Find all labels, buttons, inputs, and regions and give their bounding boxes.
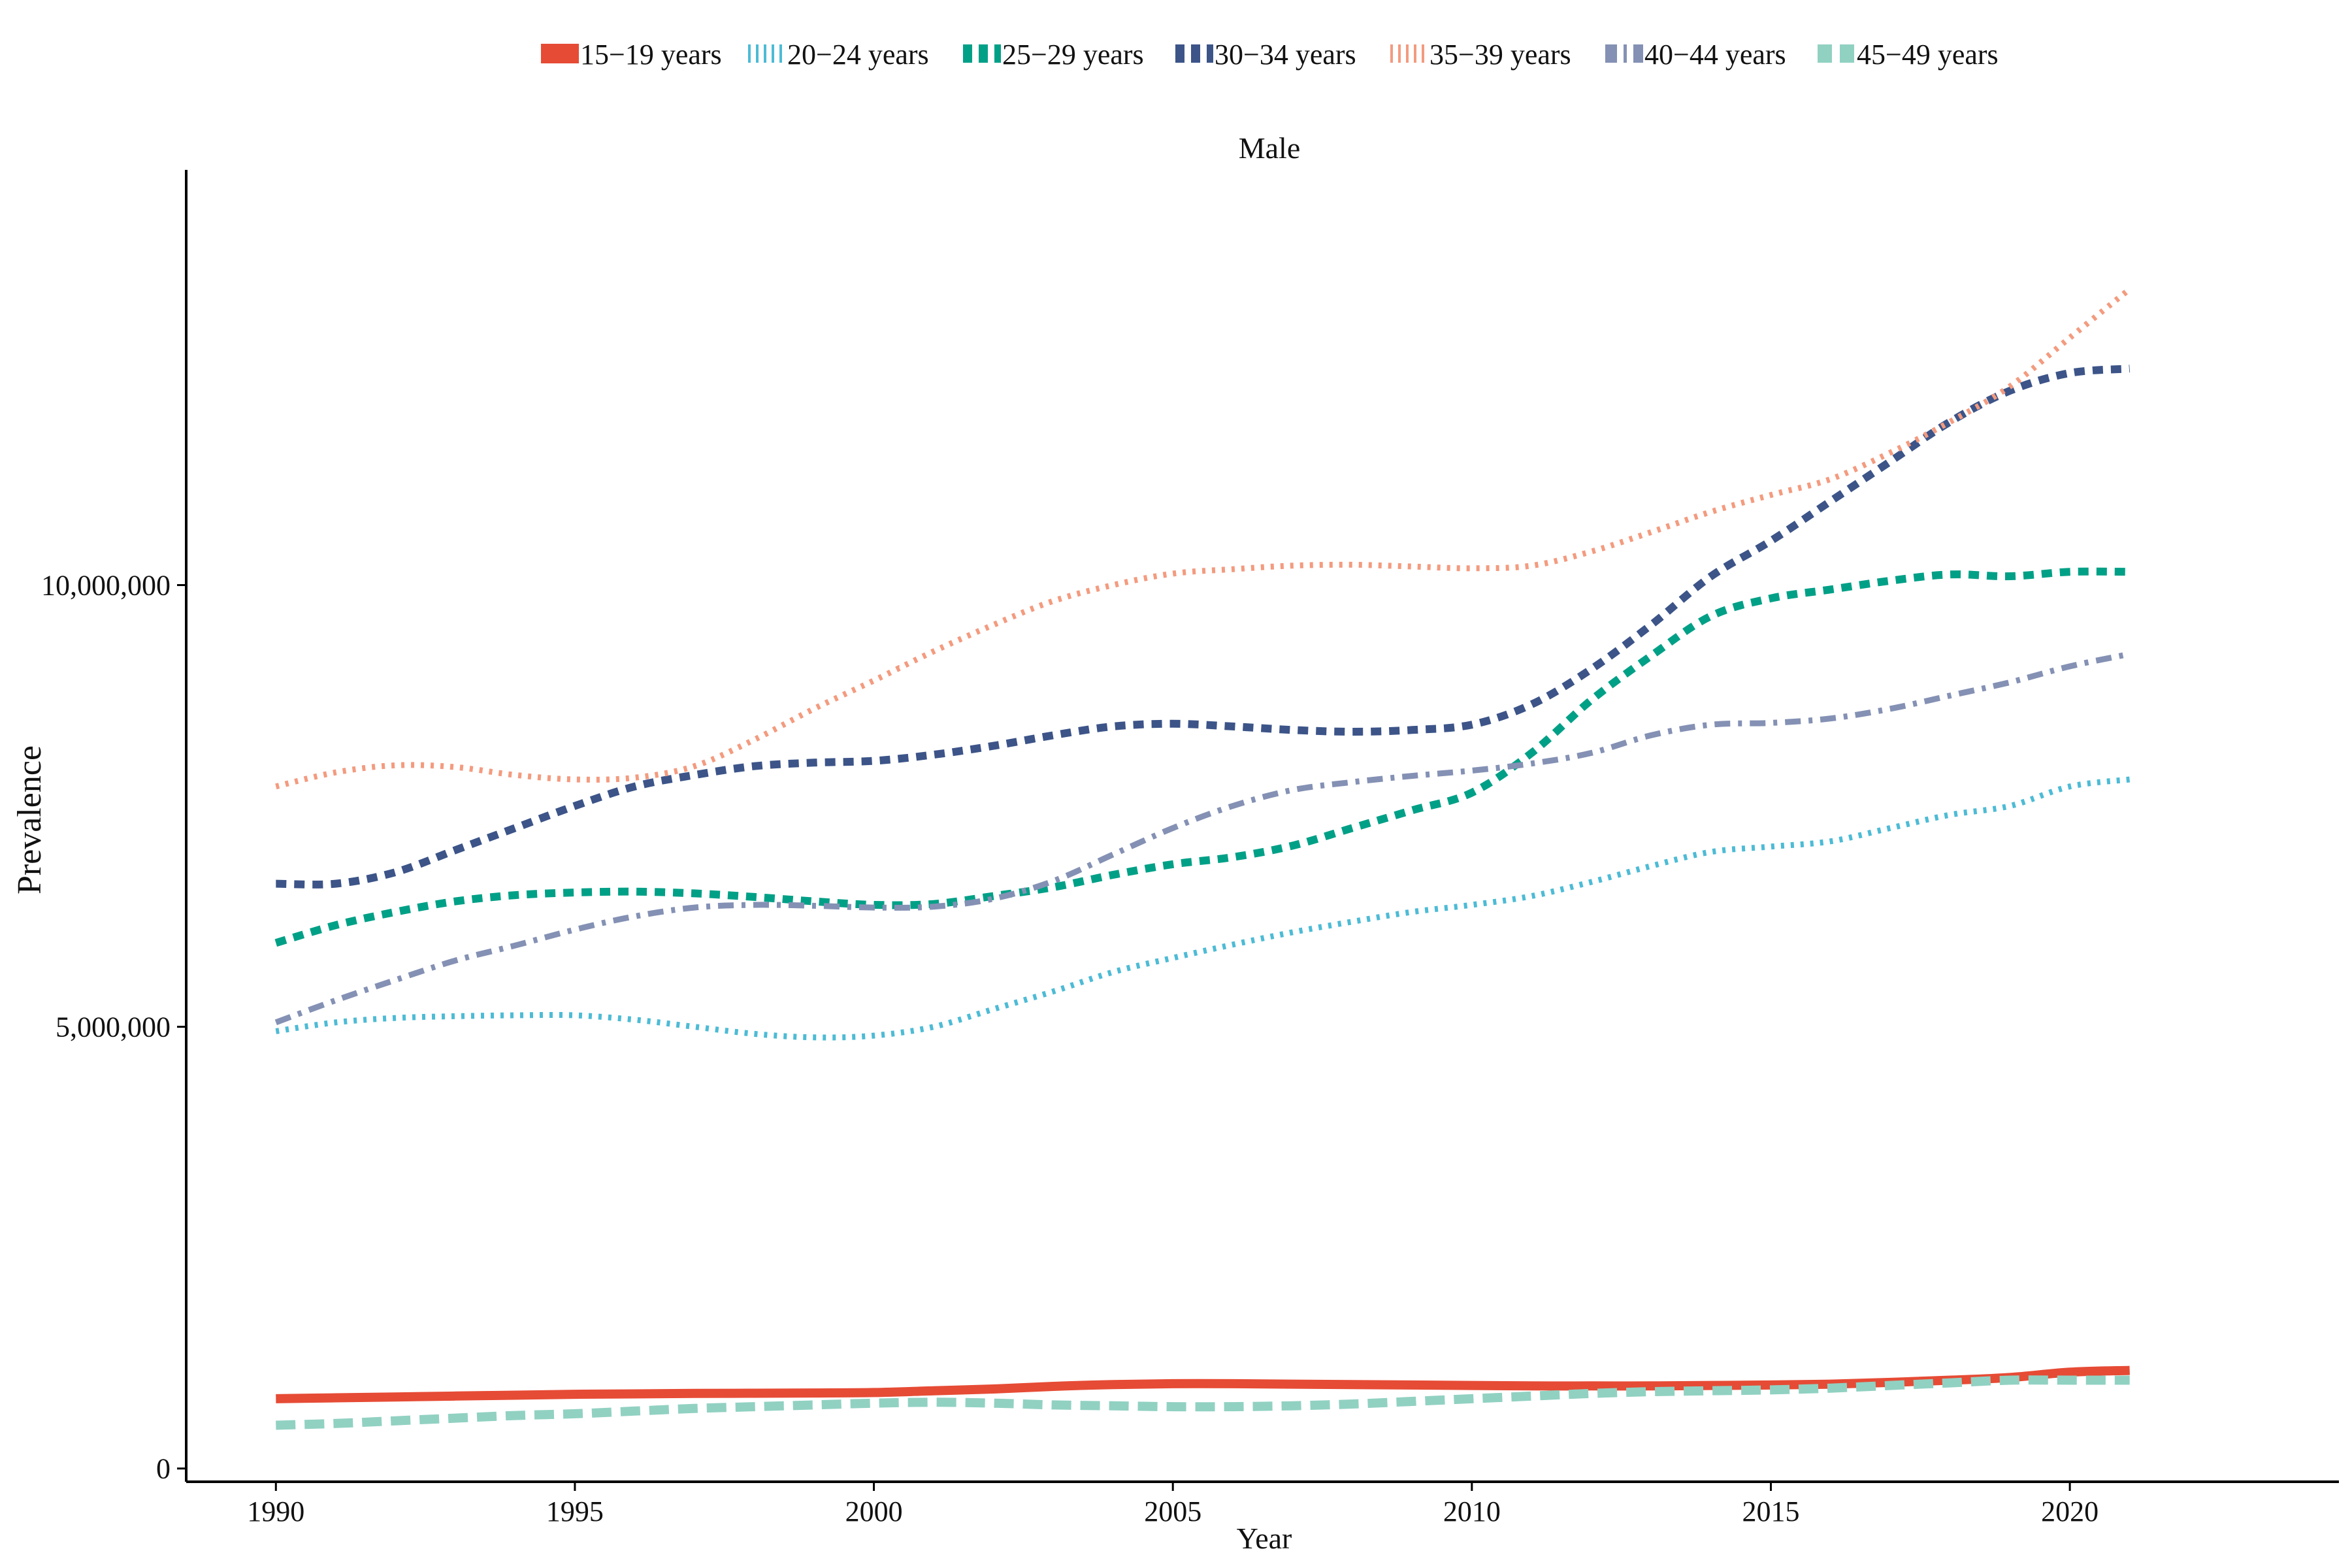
y-axis-ticks: 0 5,000,000 10,000,000 <box>41 570 186 1485</box>
x-tick-label: 1995 <box>546 1495 604 1527</box>
legend-label-5: 35−39 years <box>1429 39 1571 71</box>
x-axis-label: Year <box>1237 1522 1292 1555</box>
legend: 15−19 years 20−24 years 25−29 years 30−34 y… <box>541 39 1999 71</box>
chart-title: Male <box>1239 131 1301 165</box>
y-axis-label: Prevalence <box>11 745 48 894</box>
series-line-2 <box>275 776 2131 1041</box>
legend-label-6: 40−44 years <box>1644 39 1786 71</box>
y-tick-label: 0 <box>156 1453 171 1485</box>
x-tick-label: 2000 <box>845 1495 903 1527</box>
legend-label-4: 30−34 years <box>1215 39 1356 71</box>
y-tick-label: 5,000,000 <box>56 1011 171 1043</box>
x-tick-label: 1990 <box>247 1495 304 1527</box>
legend-label-2: 20−24 years <box>787 39 929 71</box>
x-tick-label: 2010 <box>1443 1495 1501 1527</box>
x-tick-label: 2005 <box>1144 1495 1201 1527</box>
x-tick-label: 2020 <box>2041 1495 2099 1527</box>
series-layer <box>274 287 2132 1430</box>
y-tick-label: 10,000,000 <box>41 570 171 602</box>
x-tick-label: 2015 <box>1742 1495 1799 1527</box>
x-axis-ticks: 1990 1995 2000 2005 2010 2015 2020 <box>247 1482 2099 1527</box>
legend-label-3: 25−29 years <box>1002 39 1144 71</box>
series-line-3 <box>274 567 2130 947</box>
series-line-5 <box>275 287 2132 790</box>
series-line-7 <box>276 1375 2130 1430</box>
series-line-1 <box>276 1365 2130 1403</box>
legend-label-1: 15−19 years <box>580 39 722 71</box>
legend-label-7: 45−49 years <box>1857 39 1999 71</box>
series-line-4 <box>276 365 2131 889</box>
series-line-6 <box>274 651 2131 1026</box>
